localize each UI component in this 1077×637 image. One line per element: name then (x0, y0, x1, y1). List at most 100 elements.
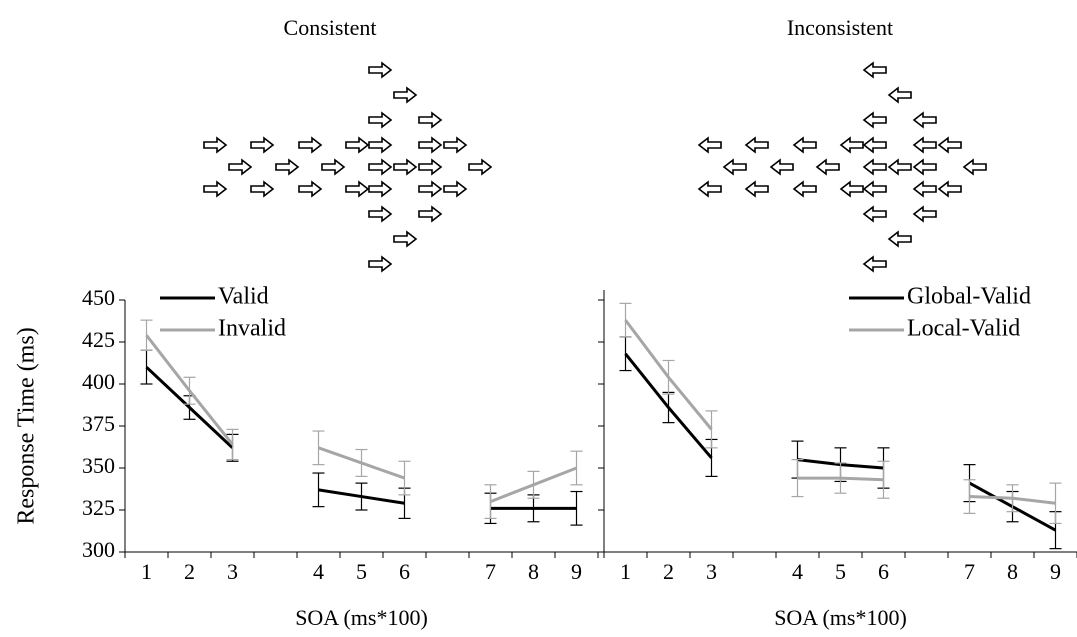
stimulus-arrow (962, 158, 987, 176)
stimulus-arrow (862, 255, 887, 273)
stimulus-arrow (744, 136, 769, 154)
error-bar (398, 460, 411, 496)
stimulus-arrow (275, 158, 300, 176)
stimulus-arrow (393, 158, 418, 176)
legend-label: Valid (218, 284, 269, 310)
x-tick-label: 1 (141, 559, 152, 584)
stimulus (203, 61, 493, 273)
x-axis-label: SOA (ms*100) (295, 605, 428, 630)
x-tick-label: 4 (313, 559, 324, 584)
x-tick-label: 6 (878, 559, 889, 584)
legend-label: Local-Valid (907, 316, 1020, 342)
stimulus-arrow (697, 136, 722, 154)
error-bar (183, 376, 196, 405)
stimulus-arrow (418, 136, 443, 154)
error-bar (877, 460, 890, 499)
stimulus-arrow (769, 158, 794, 176)
x-tick-label: 3 (706, 559, 717, 584)
x-tick-label: 3 (227, 559, 238, 584)
stimulus-arrow (250, 180, 275, 198)
stimulus-arrow (912, 180, 937, 198)
stimulus-arrow (368, 158, 393, 176)
stimulus-arrow (418, 180, 443, 198)
stimulus-arrow (839, 136, 864, 154)
stimulus-arrow (887, 158, 912, 176)
error-bar (619, 302, 632, 338)
legend-label: Invalid (218, 316, 286, 342)
error-bar (1049, 482, 1062, 525)
error-bar (791, 459, 804, 498)
error-bar (1006, 484, 1019, 513)
stimulus-arrow (912, 205, 937, 223)
stimulus-arrow (937, 136, 962, 154)
error-bar (963, 479, 976, 514)
stimulus-arrow (203, 180, 228, 198)
error-bar (662, 391, 675, 424)
error-bar (140, 319, 153, 351)
error-bar (355, 482, 368, 511)
stimulus-arrow (912, 136, 937, 154)
panel-title: Consistent (284, 15, 377, 40)
x-tick-label: 2 (184, 559, 195, 584)
stimulus-arrow (393, 86, 418, 104)
stimulus-arrow (393, 230, 418, 248)
stimulus-arrow (418, 205, 443, 223)
stimulus-arrow (862, 158, 887, 176)
x-tick-label: 5 (356, 559, 367, 584)
y-tick-label: 400 (82, 369, 115, 394)
error-bar (570, 490, 583, 526)
stimulus-arrow (744, 180, 769, 198)
stimulus-arrow (862, 180, 887, 198)
stimulus-arrow (792, 136, 817, 154)
x-tick-label: 7 (964, 559, 975, 584)
error-bar (484, 484, 497, 520)
stimulus-arrow (862, 205, 887, 223)
stimulus-arrow (862, 61, 887, 79)
stimulus-arrow (815, 158, 840, 176)
stimulus-arrow (368, 180, 393, 198)
panel-title: Inconsistent (787, 15, 893, 40)
error-bar (140, 349, 153, 385)
stimulus-arrow (203, 136, 228, 154)
error-bar (662, 359, 675, 395)
stimulus-arrow (468, 158, 493, 176)
x-tick-label: 5 (835, 559, 846, 584)
stimulus-arrow (862, 111, 887, 129)
y-tick-label: 350 (82, 453, 115, 478)
stimulus-arrow (321, 158, 346, 176)
error-bar (226, 428, 239, 461)
x-tick-label: 9 (1050, 559, 1061, 584)
y-axis-label: Response Time (ms) (14, 327, 40, 524)
x-tick-label: 9 (571, 559, 582, 584)
x-tick-label: 1 (620, 559, 631, 584)
stimulus-arrow (368, 61, 393, 79)
x-tick-label: 6 (399, 559, 410, 584)
legend-label: Global-Valid (907, 284, 1031, 310)
stimulus-arrow (862, 136, 887, 154)
y-tick-label: 450 (82, 285, 115, 310)
y-tick-label: 375 (82, 411, 115, 436)
stimulus-arrow (792, 180, 817, 198)
y-tick-label: 425 (82, 327, 115, 352)
stimulus-arrow (697, 180, 722, 198)
stimulus-arrow (912, 111, 937, 129)
series-line (624, 352, 1057, 532)
stimulus-arrow (345, 136, 370, 154)
stimulus-arrow (443, 136, 468, 154)
x-axis-label: SOA (ms*100) (774, 605, 907, 630)
x-tick-label: 7 (485, 559, 496, 584)
stimulus-arrow (887, 86, 912, 104)
stimulus-arrow (443, 180, 468, 198)
stimulus-arrow (937, 180, 962, 198)
y-tick-label: 325 (82, 495, 115, 520)
x-tick-label: 2 (663, 559, 674, 584)
y-tick-label: 300 (82, 537, 115, 562)
stimulus-arrow (368, 136, 393, 154)
error-bar (312, 472, 325, 508)
stimulus-arrow (722, 158, 747, 176)
stimulus-arrow (228, 158, 253, 176)
stimulus-arrow (345, 180, 370, 198)
stimulus (697, 61, 987, 273)
stimulus-arrow (839, 180, 864, 198)
